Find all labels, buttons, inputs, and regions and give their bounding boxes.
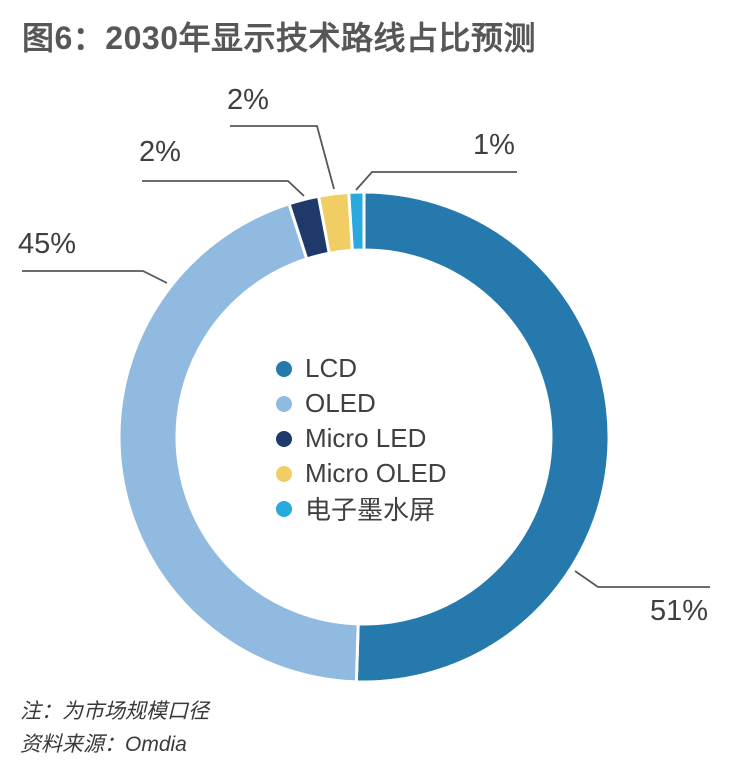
leader-line-oled (22, 270, 168, 284)
legend-item-micro-led: Micro LED (276, 421, 447, 456)
footnotes: 注：为市场规模口径 资料来源：Omdia (20, 695, 209, 761)
leader-line-eink (355, 171, 517, 191)
legend-item-oled: OLED (276, 386, 447, 421)
legend-item-lcd: LCD (276, 351, 447, 386)
leader-line-microled (142, 180, 305, 197)
slice-label-eink: 1% (473, 129, 515, 161)
legend-label: OLED (305, 388, 376, 418)
legend-dot-lcd-icon (276, 360, 292, 377)
legend-item-micro-oled: Micro OLED (276, 456, 447, 491)
legend-label: LCD (305, 353, 358, 383)
leader-lines (22, 125, 710, 588)
donut-slice-电子墨水屏 (347, 190, 366, 252)
legend: LCD OLED Micro LED Micro OLED 电子墨水屏 (276, 351, 447, 526)
leader-line-lcd (574, 570, 710, 588)
legend-label: Micro OLED (305, 458, 447, 488)
note-text: 注：为市场规模口径 (20, 700, 209, 723)
legend-dot-micro-oled-icon (276, 465, 292, 482)
source-text: 资料来源：Omdia (20, 733, 187, 756)
legend-label: Micro LED (305, 423, 427, 453)
donut-slices (117, 190, 611, 684)
legend-label: 电子墨水屏 (305, 495, 436, 525)
donut-slice-lcd (354, 190, 611, 684)
legend-item-eink: 电子墨水屏 (276, 491, 447, 526)
donut-slice-oled (117, 202, 360, 684)
legend-dot-eink-icon (276, 500, 292, 517)
slice-label-micro-led: 2% (139, 136, 181, 168)
slice-label-micro-oled: 2% (227, 84, 269, 116)
leader-line-microoled (230, 125, 335, 190)
chart-title: 图6：2030年显示技术路线占比预测 (22, 20, 536, 56)
slice-label-oled: 45% (18, 228, 77, 260)
slice-label-lcd: 51% (650, 595, 709, 627)
legend-dot-micro-led-icon (276, 430, 292, 447)
legend-dot-oled-icon (276, 395, 292, 412)
